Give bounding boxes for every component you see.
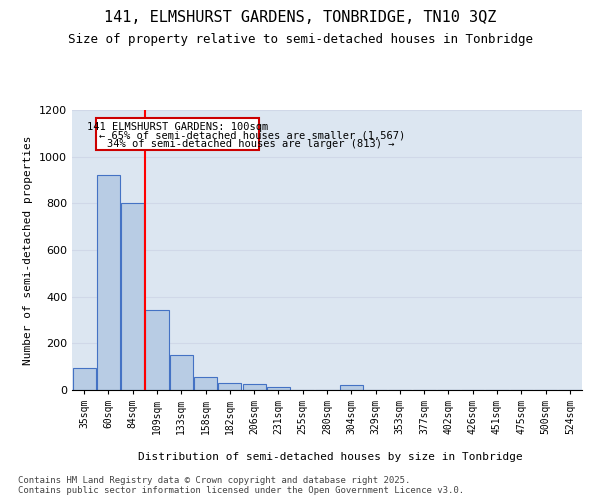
Text: Distribution of semi-detached houses by size in Tonbridge: Distribution of semi-detached houses by …: [137, 452, 523, 462]
Bar: [267, 387, 290, 390]
Bar: [97, 176, 120, 390]
Bar: [121, 204, 144, 390]
Text: ← 65% of semi-detached houses are smaller (1,567): ← 65% of semi-detached houses are smalle…: [99, 131, 405, 141]
Bar: [145, 310, 169, 390]
Bar: [96, 118, 259, 150]
Text: Contains HM Land Registry data © Crown copyright and database right 2025.
Contai: Contains HM Land Registry data © Crown c…: [18, 476, 464, 495]
Text: 34% of semi-detached houses are larger (813) →: 34% of semi-detached houses are larger (…: [107, 139, 395, 149]
Bar: [73, 368, 95, 390]
Text: 141 ELMSHURST GARDENS: 100sqm: 141 ELMSHURST GARDENS: 100sqm: [87, 122, 268, 132]
Text: Size of property relative to semi-detached houses in Tonbridge: Size of property relative to semi-detach…: [67, 32, 533, 46]
Bar: [340, 386, 363, 390]
Text: 141, ELMSHURST GARDENS, TONBRIDGE, TN10 3QZ: 141, ELMSHURST GARDENS, TONBRIDGE, TN10 …: [104, 10, 496, 25]
Bar: [242, 384, 266, 390]
Bar: [170, 355, 193, 390]
Y-axis label: Number of semi-detached properties: Number of semi-detached properties: [23, 135, 34, 365]
Bar: [194, 377, 217, 390]
Bar: [218, 383, 241, 390]
